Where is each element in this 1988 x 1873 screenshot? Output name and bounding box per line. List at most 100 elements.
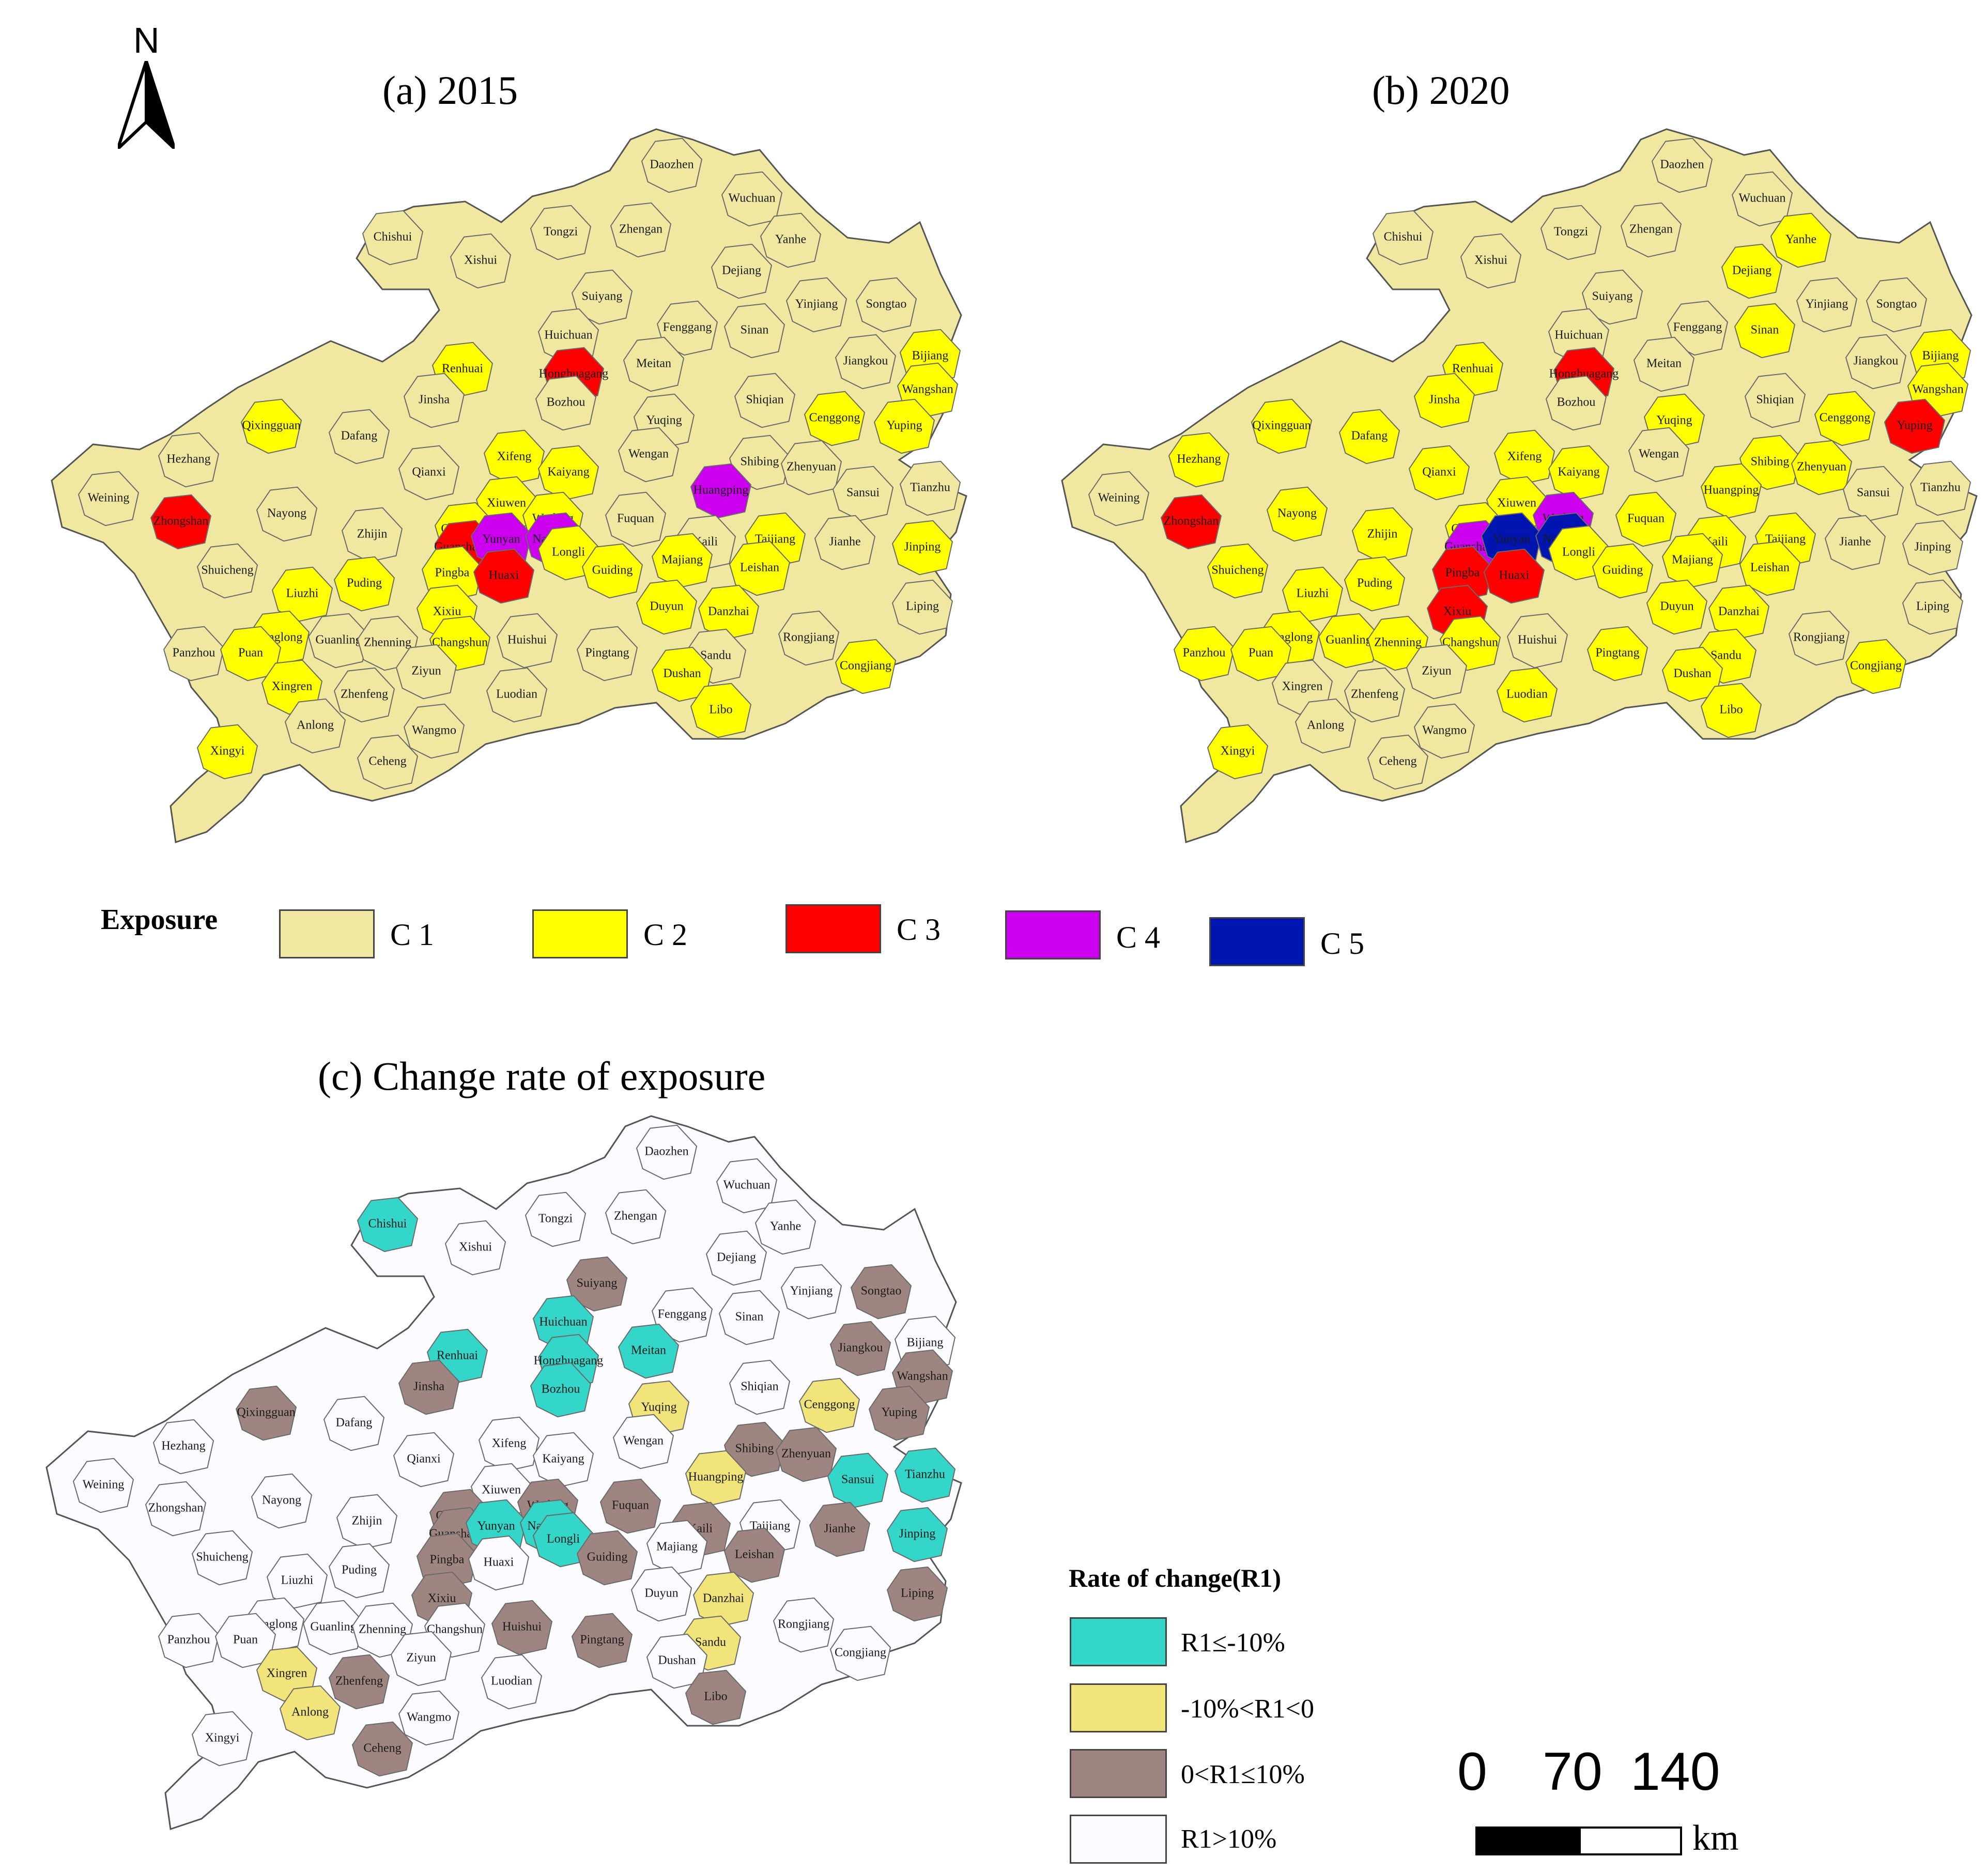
map-2020-county-shape: [1814, 391, 1876, 446]
map-2020-county-label: Zhenfeng: [1351, 688, 1398, 701]
map-2015-county-label: Yuping: [886, 419, 922, 432]
map-2015-county-shape: [835, 639, 897, 694]
map-change-county-dushan: Dushan: [646, 1633, 708, 1689]
map-2020-county-label: Bijiang: [1922, 349, 1959, 363]
map-2015-county-shape: [163, 626, 225, 682]
map-2015-county-label: Qianxi: [412, 466, 446, 479]
map-2015-county-shape: [403, 373, 465, 428]
map-2015-county-jiangkou: Jiangkou: [835, 334, 897, 390]
map-2020-county-yuping: Yuping: [1884, 398, 1946, 454]
map-change-county-anlong: Anlong: [279, 1685, 341, 1741]
map-2015-county-yuping: Yuping: [873, 398, 935, 454]
map-change-county-shape: [636, 1124, 698, 1180]
map-2015-county-shape: [723, 303, 785, 359]
map-2015-county-shuicheng: Shuicheng: [196, 543, 258, 599]
map-2020-county-shape: [1344, 667, 1406, 723]
map-2015-county-shape: [760, 212, 822, 268]
map-2020-county-label: Meitan: [1646, 357, 1682, 370]
map-2015-county-shape: [530, 205, 592, 260]
map-2020-county-shape: [1548, 445, 1610, 501]
map-change-county-label: Longli: [547, 1533, 580, 1546]
map-2015-county-label: Pingtang: [585, 646, 629, 660]
map-2015-county-wengan: Wengan: [618, 427, 680, 483]
map-2020-county-danzhai: Danzhai: [1708, 584, 1770, 640]
map-change-county-label: Zhenfeng: [335, 1675, 383, 1688]
scale-tick-70: 70: [1543, 1742, 1602, 1802]
map-2020-county-label: Ziyun: [1422, 664, 1451, 678]
map-2020-county-bozhou: Bozhou: [1545, 375, 1607, 431]
map-change-county-label: Ziyun: [406, 1651, 436, 1665]
map-2015-county-label: Tongzi: [544, 225, 578, 239]
map-change-county-zhijin: Zhijin: [336, 1494, 398, 1550]
map-2020-county-label: Luodian: [1506, 688, 1548, 701]
map-2015-county-meitan: Meitan: [623, 336, 685, 392]
map-2020-county-label: Nayong: [1277, 507, 1317, 520]
map-2015-county-anlong: Anlong: [284, 698, 346, 754]
map-2015-county-shape: [158, 432, 220, 488]
map-change-county-pingtang: Pingtang: [571, 1613, 633, 1668]
map-2020-county-label: Wengan: [1639, 447, 1679, 461]
map-2015-county-rongjiang: Rongjiang: [778, 610, 840, 666]
map-2020-county-liuzhi: Liuzhi: [1282, 566, 1344, 622]
map-2015-county-shape: [721, 171, 783, 227]
map-change-county-tianzhu: Tianzhu: [894, 1447, 956, 1503]
map-change-county-wengan: Wengan: [612, 1414, 674, 1469]
map-2020-county-label: Tianzhu: [1920, 481, 1961, 494]
map-2015-county-shape: [814, 515, 876, 570]
map-2015-county-shape: [780, 440, 842, 496]
map-2020-county-shape: [1842, 466, 1904, 521]
map-2015-county-shape: [486, 667, 548, 723]
legend-label-c5: C 5: [1320, 926, 1365, 961]
map-change-county-songtao: Songtao: [850, 1264, 912, 1320]
map-change-county-shape: [827, 1452, 889, 1508]
map-2020-county-label: Weining: [1098, 491, 1140, 505]
map-change-county-zhenyuan: Zhenyuan: [775, 1427, 837, 1482]
map-2015-county-shape: [899, 460, 961, 516]
map-change-county-label: Shuicheng: [196, 1551, 248, 1564]
map-2020-county-congjiang: Congjiang: [1845, 639, 1907, 694]
map-2015-county-label: Cenggong: [809, 411, 860, 425]
map-2015-county-label: Longli: [552, 546, 585, 559]
map-2015-county-huangping: Huangping: [690, 463, 752, 519]
map-2020-county-label: Fuquan: [1627, 512, 1665, 525]
map-2020-county-shuicheng: Shuicheng: [1207, 543, 1269, 599]
map-change-county-label: Tongzi: [538, 1212, 573, 1226]
map-2015-county-shape: [835, 334, 897, 390]
map-2020-county-label: Xingyi: [1221, 745, 1255, 758]
legend-label-c2: C 2: [643, 918, 688, 952]
map-change-county-shape: [605, 1189, 667, 1245]
map-2020-county-libo: Libo: [1700, 683, 1762, 738]
map-change-county-shape: [481, 1654, 543, 1710]
map-2015-county-shape: [832, 466, 894, 521]
map-2020-county-label: Huaxi: [1499, 569, 1530, 582]
map-2020-county-label: Shibing: [1751, 455, 1790, 469]
map-2020-county-dushan: Dushan: [1661, 646, 1723, 702]
map-2015-county-label: Huangping: [694, 484, 749, 497]
map-2015-county-label: Liuzhi: [286, 587, 319, 600]
map-2020-county-pingba: Pingba: [1431, 546, 1493, 601]
map-change-county-shape: [576, 1530, 638, 1586]
map-change-county-sinan: Sinan: [718, 1290, 780, 1345]
map-change-county-label: Pingtang: [580, 1633, 624, 1647]
map-2020-county-sansui: Sansui: [1842, 466, 1904, 521]
map-2020-county-duyun: Duyun: [1646, 579, 1708, 635]
map-2020-county-shape: [1408, 445, 1470, 501]
map-2015-county-label: Sinan: [741, 323, 769, 337]
map-2020-county-zhijin: Zhijin: [1351, 507, 1413, 563]
map-2020-county-label: Puan: [1249, 646, 1273, 660]
map-2015-county-shape: [496, 613, 558, 669]
map-change-county-yinjiang: Yinjiang: [780, 1264, 842, 1320]
map-2015-county-sinan: Sinan: [723, 303, 785, 359]
map-change-county-label: Nayong: [262, 1494, 301, 1507]
map-2020-county-shape: [1700, 683, 1762, 738]
map-2015-county-dushan: Dushan: [651, 646, 713, 702]
map-2020-county-sinan: Sinan: [1734, 303, 1796, 359]
map-2015-county-label: Jinping: [904, 540, 941, 554]
map-change-county-shape: [214, 1613, 276, 1668]
map-change-county-jinsha: Jinsha: [398, 1359, 460, 1415]
map-2015-county-label: Jiangkou: [843, 354, 888, 368]
map-2015-county-label: Jianhe: [829, 535, 860, 549]
map-change-county-label: Panzhou: [167, 1633, 210, 1647]
map-2020-county-anlong: Anlong: [1294, 698, 1357, 754]
map-2020-county-shape: [1413, 373, 1475, 428]
